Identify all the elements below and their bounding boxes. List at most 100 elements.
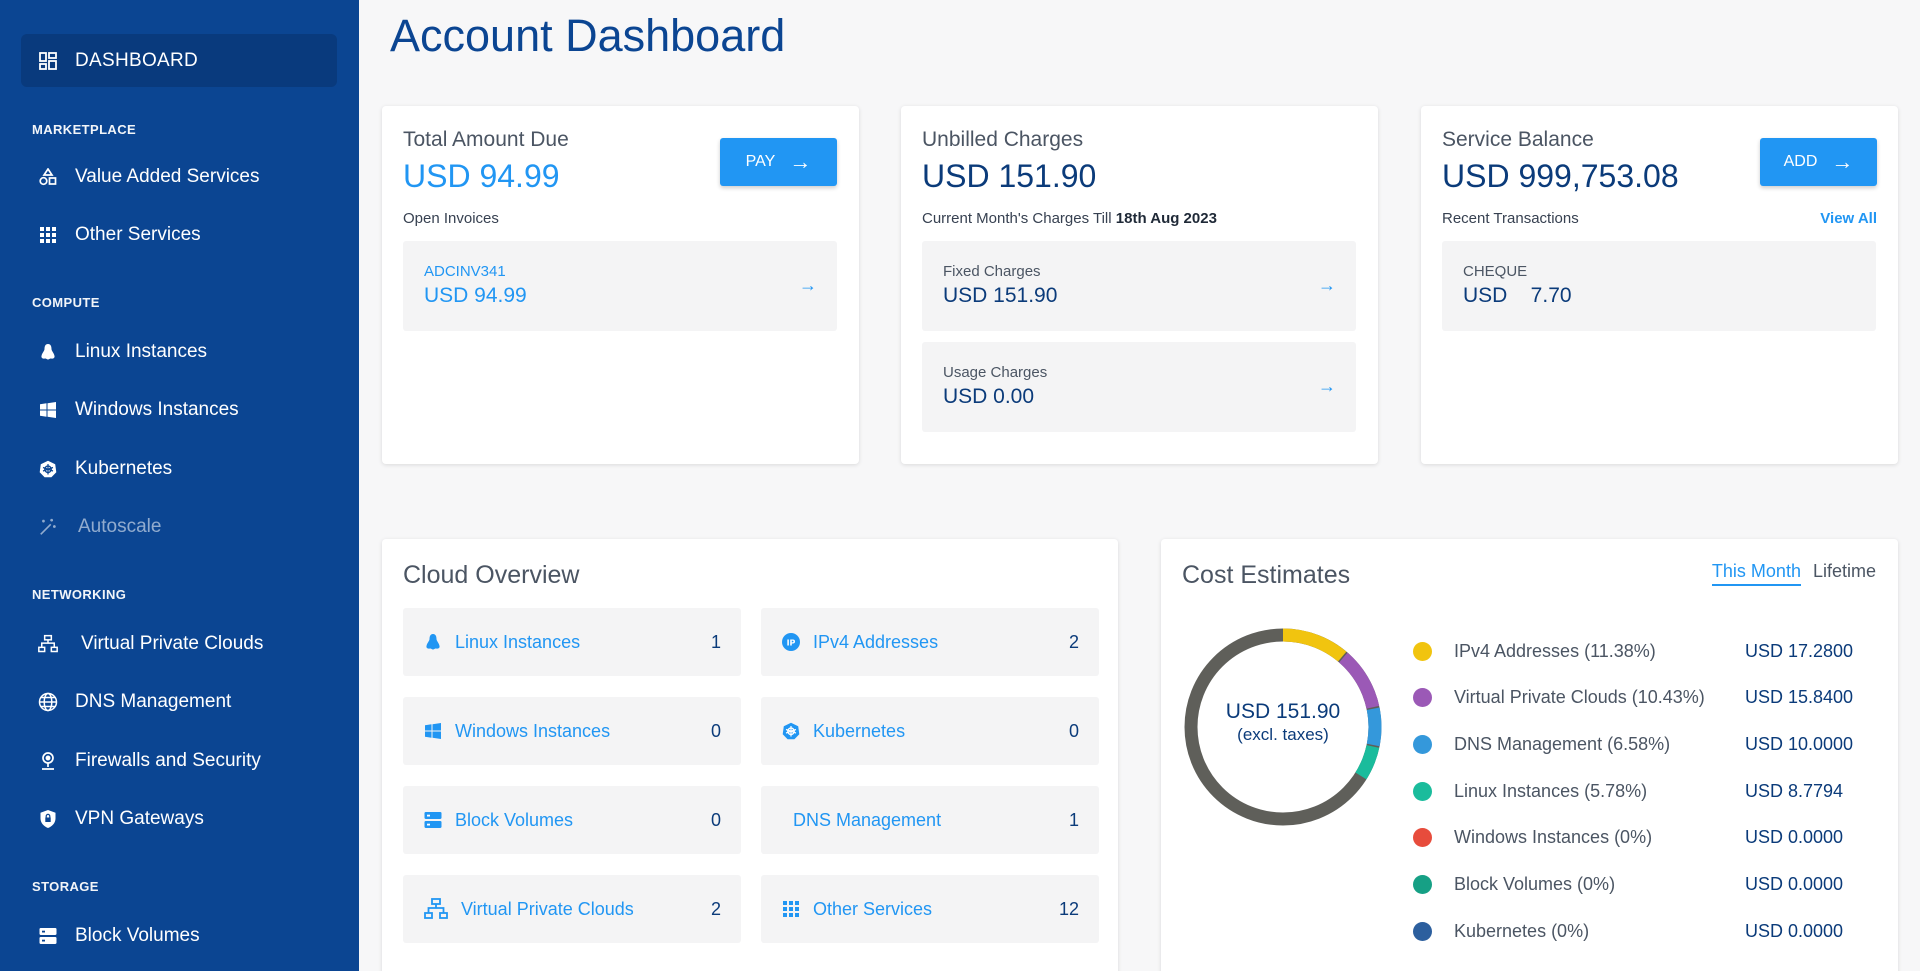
shapes-icon [38,167,58,187]
pay-button[interactable]: PAY → [720,138,837,186]
kubernetes-icon [781,721,801,741]
overview-count: 2 [1068,631,1079,652]
overview-label: IPv4 Addresses [813,631,939,652]
sidebar-item-windows-instances[interactable]: Windows Instances [38,395,239,425]
transaction-amount: USD 7.70 [1463,284,1572,307]
firewall-icon [38,751,58,771]
card-title: Service Balance [1442,128,1594,151]
magic-wand-icon [38,517,58,537]
donut-slice [1184,628,1382,826]
overview-item-block-volumes[interactable]: Block Volumes 0 [403,786,741,854]
fixed-charges-value: USD 151.90 [943,284,1058,307]
legend-value: USD 17.2800 [1745,640,1854,661]
legend-label: Block Volumes (0%) [1454,874,1616,894]
usage-charges-label: Usage Charges [943,364,1048,381]
linux-icon [423,632,443,652]
invoice-amount: USD 94.99 [424,284,527,307]
sidebar-item-other-services[interactable]: Other Services [38,220,201,250]
sidebar-item-virtual-private-clouds[interactable]: Virtual Private Clouds [38,629,263,659]
add-button-label: ADD [1783,153,1818,170]
sidebar-item-label: DNS Management [75,691,232,712]
sidebar-item-dns-management[interactable]: DNS Management [38,687,231,717]
arrow-right-icon: → [1318,376,1336,396]
section-title-networking: NETWORKING [32,587,127,602]
arrow-right-icon: → [1831,149,1854,174]
overview-count: 0 [710,809,721,830]
legend-label: Linux Instances (5.78%) [1454,780,1648,801]
current-month-charges-label: Current Month's Charges Till 18th Aug 20… [922,210,1217,227]
dashboard-icon [39,51,57,70]
overview-label: Linux Instances [455,631,581,652]
sidebar-item-firewalls-and-security[interactable]: Firewalls and Security [38,746,261,776]
invoice-tile[interactable]: ADCINV341 USD 94.99 → [403,241,837,331]
donut-slice [1184,628,1382,826]
donut-center-note: (excl. taxes) [1237,725,1329,744]
overview-item-ipv4-addresses[interactable]: IP IPv4 Addresses 2 [761,608,1099,676]
sidebar-item-label: Firewalls and Security [75,750,261,771]
section-title-storage: STORAGE [32,879,99,894]
card-title: Cost Estimates [1182,561,1351,589]
card-title: Cloud Overview [403,561,580,589]
overview-count: 12 [1058,898,1079,919]
fixed-charges-label: Fixed Charges [943,263,1041,280]
donut-center-amount: USD 151.90 [1225,700,1341,723]
storage-icon [38,926,58,946]
tab-lifetime[interactable]: Lifetime [1812,561,1876,581]
view-all-link[interactable]: View All [1820,210,1877,227]
charges-till-text: Current Month's Charges Till [922,210,1116,227]
unbilled-charges-card: Unbilled Charges USD 151.90 Current Mont… [901,106,1378,464]
grid-icon [38,225,58,245]
overview-label: DNS Management [793,809,942,830]
legend-row: Kubernetes (0%) USD 0.0000 [1413,919,1873,943]
sidebar-item-label: Windows Instances [75,399,239,420]
legend-dot [1413,734,1432,754]
add-button[interactable]: ADD → [1760,138,1877,186]
sidebar-item-linux-instances[interactable]: Linux Instances [38,337,207,367]
cloud-overview-card: Cloud Overview Linux Instances 1 IP IPv4… [382,539,1118,971]
usage-charges-tile[interactable]: Usage Charges USD 0.00 → [922,342,1356,432]
legend-dot [1413,828,1432,848]
ip-icon: IP [781,632,801,652]
sidebar-item-label: Value Added Services [75,166,260,187]
legend-value: USD 8.7794 [1745,780,1844,801]
legend-label: IPv4 Addresses (11.38%) [1454,640,1656,661]
overview-item-linux-instances[interactable]: Linux Instances 1 [403,608,741,676]
overview-item-other-services[interactable]: Other Services 12 [761,875,1099,943]
overview-item-virtual-private-clouds[interactable]: Virtual Private Clouds 2 [403,875,741,943]
legend-value: USD 10.0000 [1745,733,1854,754]
windows-icon [38,400,58,420]
card-title: Total Amount Due [403,128,569,151]
page-title: Account Dashboard [390,10,786,61]
tab-this-month[interactable]: This Month [1711,561,1801,586]
overview-item-dns-management[interactable]: DNS Management 1 [761,786,1099,854]
arrow-right-icon: → [799,275,817,295]
sidebar-item-dashboard[interactable]: DASHBOARD [21,34,337,87]
sidebar-item-label: Block Volumes [75,925,200,946]
sidebar-item-block-volumes[interactable]: Block Volumes [38,921,200,951]
arrow-right-icon: → [789,149,812,174]
legend-label: DNS Management (6.58%) [1454,733,1671,754]
amount-due: USD 94.99 [403,158,560,194]
svg-text:IP: IP [787,639,796,648]
overview-item-windows-instances[interactable]: Windows Instances 0 [403,697,741,765]
overview-count: 0 [1068,720,1079,741]
sidebar-item-vpn-gateways[interactable]: VPN Gateways [38,804,204,834]
fixed-charges-tile[interactable]: Fixed Charges USD 151.90 → [922,241,1356,331]
donut-chart: USD 151.90 (excl. taxes) [1183,627,1383,832]
sidebar-item-value-added-services[interactable]: Value Added Services [38,162,260,192]
overview-item-kubernetes[interactable]: Kubernetes 0 [761,697,1099,765]
legend-dot [1413,921,1432,941]
legend-label: Virtual Private Clouds (10.43%) [1454,687,1705,708]
sidebar-item-label: Virtual Private Clouds [81,633,264,654]
unbilled-amount: USD 151.90 [922,158,1097,194]
legend-label: Windows Instances (0%) [1454,827,1653,848]
overview-count: 0 [710,720,721,741]
sidebar-item-autoscale[interactable]: Autoscale [38,512,161,542]
legend-row: DNS Management (6.58%) USD 10.0000 [1413,732,1873,756]
overview-count: 1 [1068,809,1079,830]
overview-label: Block Volumes [455,809,574,830]
windows-icon [423,721,443,741]
overview-count: 2 [710,898,721,919]
storage-icon [423,810,443,830]
sidebar-item-kubernetes[interactable]: Kubernetes [38,454,172,484]
